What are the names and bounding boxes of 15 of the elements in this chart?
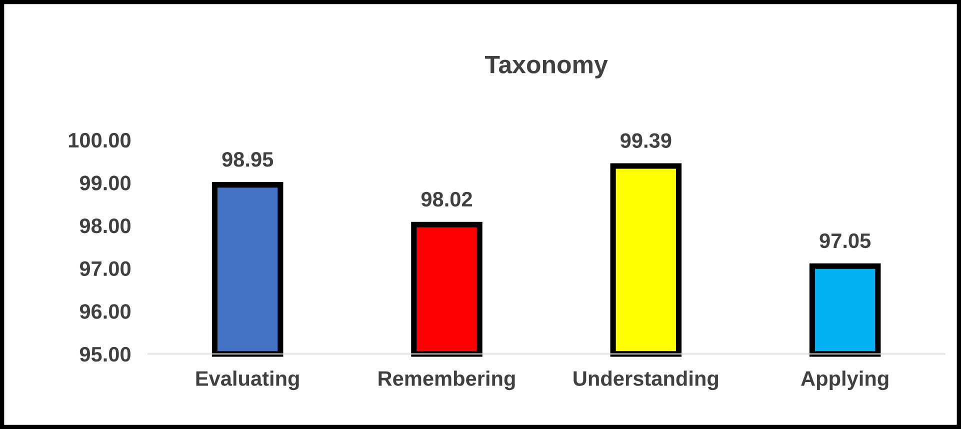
x-tick-label: Remembering xyxy=(378,370,515,390)
y-tick-label: 95.00 xyxy=(80,346,130,362)
data-label: 99.39 xyxy=(620,133,672,148)
data-label: 98.95 xyxy=(222,152,274,167)
data-label: 98.02 xyxy=(421,192,472,207)
x-tick-label: Evaluating xyxy=(196,370,299,390)
x-tick-label: Applying xyxy=(801,370,888,390)
chart-title: Taxonomy xyxy=(485,56,608,78)
x-tick-label: Understanding xyxy=(574,370,718,390)
y-tick-label: 99.00 xyxy=(80,176,130,190)
y-tick-label: 100.00 xyxy=(68,132,130,148)
data-label: 97.05 xyxy=(820,233,871,248)
y-tick-label: 98.00 xyxy=(80,218,130,234)
y-tick-label: 96.00 xyxy=(80,304,130,319)
y-tick-label: 97.00 xyxy=(80,261,130,276)
